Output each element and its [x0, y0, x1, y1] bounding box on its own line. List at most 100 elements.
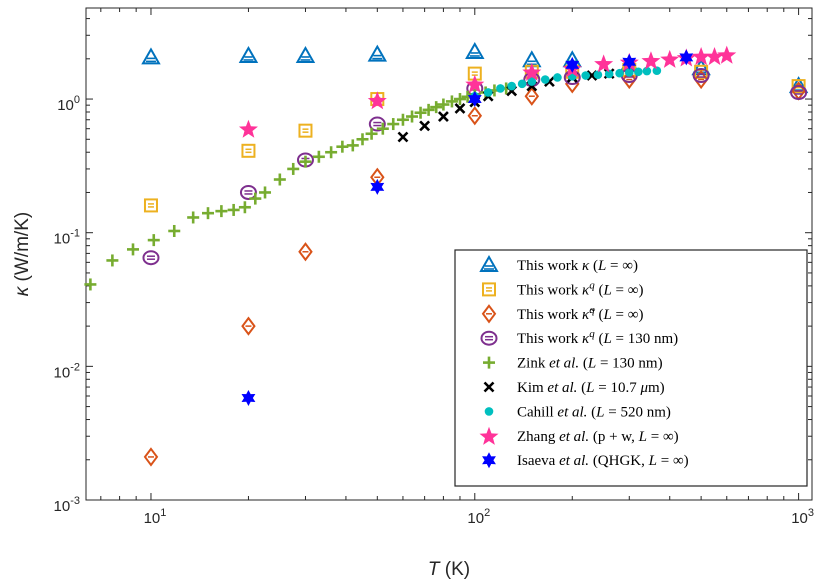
point-zhang — [594, 54, 614, 73]
point-cahill — [593, 70, 603, 80]
legend-label: This work κ̃q (L = ∞) — [517, 304, 643, 323]
point-zink — [126, 243, 139, 256]
point-cahill — [540, 75, 550, 84]
point-zink — [453, 93, 466, 106]
point-zhang — [641, 51, 661, 70]
point-zhang — [660, 49, 680, 68]
point-zhang — [691, 46, 711, 66]
point-kappa — [367, 44, 388, 62]
point-zink — [406, 110, 419, 123]
legend-label: Zhang et al. (p + w, L = ∞) — [517, 429, 679, 445]
point-cahill — [527, 77, 537, 86]
point-kappa-tilde-q — [241, 316, 256, 336]
point-zink — [287, 162, 300, 175]
point-cahill — [652, 66, 662, 75]
point-kappa — [465, 41, 485, 59]
legend-entry: This work κq (L = 130 nm) — [480, 328, 678, 347]
legend: This work κ (L = ∞) This work κq (L = ∞) T… — [454, 249, 808, 487]
data-points — [84, 41, 809, 467]
point-kappa — [295, 45, 316, 63]
point-zink — [422, 103, 435, 116]
point-cahill — [604, 69, 614, 79]
x-tick-label: 101 — [144, 507, 167, 527]
y-tick-label: 10-2 — [54, 361, 80, 381]
point-zink — [445, 95, 458, 108]
series-isaeva — [241, 49, 694, 406]
point-zink — [259, 186, 272, 199]
point-kappa-tilde-q — [524, 86, 540, 106]
point-zink — [299, 155, 312, 168]
legend-entry: Zhang et al. (p + w, L = ∞) — [479, 426, 679, 445]
point-kappa-q — [298, 123, 313, 138]
point-zink — [356, 133, 369, 146]
point-cahill — [553, 73, 562, 82]
series-cahill — [470, 66, 662, 101]
legend-marker-kappa-q-130nm — [480, 330, 498, 346]
point-cahill — [634, 67, 643, 77]
point-zhang — [238, 119, 258, 138]
y-tick-label: 10-3 — [54, 495, 80, 515]
point-isaeva — [565, 56, 580, 73]
point-zink — [106, 254, 119, 267]
point-zink — [346, 139, 359, 152]
legend-marker-cahill — [484, 407, 494, 416]
point-kim — [397, 131, 409, 143]
point-zink — [201, 207, 214, 220]
point-zink — [430, 101, 443, 114]
point-zhang — [367, 91, 387, 110]
point-kappa-q-130nm — [239, 184, 257, 200]
point-cahill — [581, 71, 590, 80]
point-cahill — [483, 88, 493, 97]
legend-entry: Isaeva et al. (QHGK, L = ∞) — [482, 452, 689, 469]
point-kappa-q-130nm — [790, 84, 808, 100]
legend-marker-kappa-q — [482, 282, 496, 297]
legend-marker-zink — [483, 356, 495, 369]
legend-box — [454, 249, 808, 487]
point-zink — [84, 278, 97, 291]
x-tick-label: 103 — [791, 507, 814, 527]
point-zink — [387, 118, 400, 131]
point-cahill — [624, 68, 634, 77]
point-cahill — [496, 84, 505, 93]
legend-marker-kappa-tilde-q — [481, 304, 497, 324]
point-zhang — [522, 62, 542, 81]
point-isaeva — [241, 389, 256, 406]
point-kappa-q-130nm — [142, 250, 160, 266]
point-zink — [215, 205, 228, 218]
point-kappa-tilde-q — [143, 447, 159, 467]
legend-label: Isaeva et al. (QHGK, L = ∞) — [517, 453, 689, 469]
legend-label: This work κq (L = ∞) — [517, 279, 643, 298]
point-cahill — [642, 66, 652, 76]
point-kim — [454, 103, 466, 114]
axis-ticks: 101 102 103 10-3 10-2 10-1 100 — [54, 8, 814, 527]
point-zink — [187, 211, 200, 224]
legend-entry: Zink et al. (L = 130 nm) — [483, 356, 663, 372]
point-zink — [414, 106, 427, 119]
point-zink — [249, 192, 262, 205]
point-zink — [168, 224, 181, 237]
x-axis-label: T (K) — [428, 559, 470, 580]
legend-marker-kim — [483, 381, 495, 393]
point-kappa-q — [241, 143, 256, 158]
point-zink — [437, 98, 450, 111]
point-isaeva — [679, 49, 694, 66]
point-zink — [312, 150, 325, 163]
point-zhang — [465, 74, 485, 93]
point-isaeva — [622, 53, 637, 70]
point-zink — [365, 127, 378, 140]
point-zink — [238, 201, 251, 214]
series-zink — [84, 82, 513, 291]
point-kappa-q — [143, 198, 158, 213]
legend-label: Cahill et al. (L = 520 nm) — [517, 404, 671, 420]
point-zink — [396, 113, 409, 126]
point-zink — [376, 122, 389, 135]
point-kappa-q-130nm — [692, 68, 710, 84]
legend-entry: This work κ̃q (L = ∞) — [481, 304, 643, 324]
point-kim — [419, 120, 431, 132]
y-tick-label: 10-1 — [54, 228, 80, 248]
legend-entry: Kim et al. (L = 10.7 μm) — [483, 380, 665, 396]
point-zink — [147, 234, 160, 247]
x-tick-label: 102 — [467, 507, 490, 527]
point-zink — [325, 146, 338, 159]
